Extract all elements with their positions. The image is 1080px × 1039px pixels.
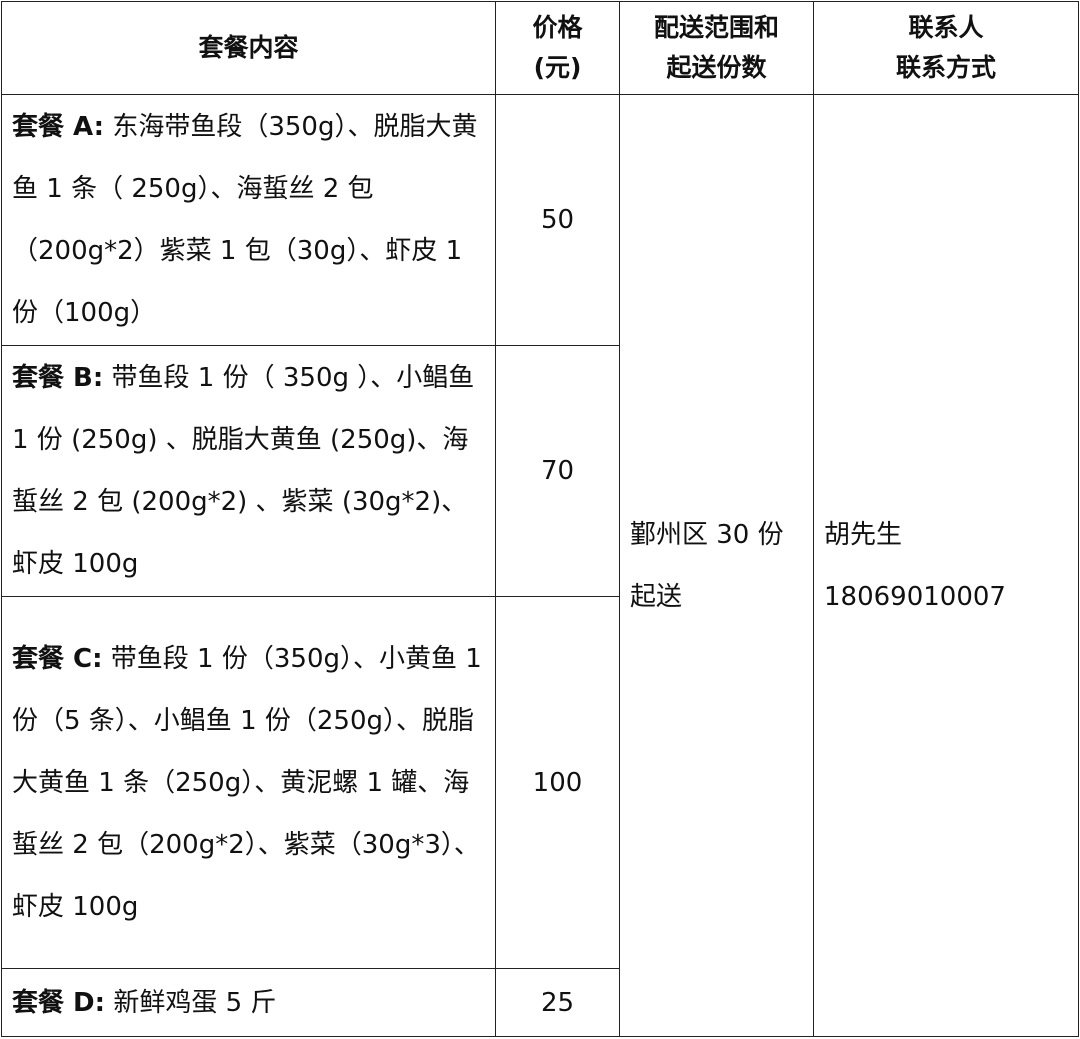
package-price: 100 <box>495 596 620 969</box>
package-items: 带鱼段 1 份（350g）、小黄鱼 1 份（5 条）、小鲳鱼 1 份（250g）… <box>12 643 482 922</box>
package-content: 套餐 C: 带鱼段 1 份（350g）、小黄鱼 1 份（5 条）、小鲳鱼 1 份… <box>1 596 496 969</box>
header-delivery: 配送范围和 起送份数 <box>619 1 814 95</box>
table-row: 套餐 A: 东海带鱼段（350g）、脱脂大黄鱼 1 条（ 250g）、海蜇丝 2… <box>1 94 1079 1037</box>
header-contact-line2: 联系方式 <box>895 53 996 82</box>
package-items: 新鲜鸡蛋 5 斤 <box>113 987 277 1018</box>
table-row: 套餐 B: 带鱼段 1 份（ 350g ）、小鲳鱼 1 份 (250g) 、脱脂… <box>1 345 1079 597</box>
header-delivery-line2: 起送份数 <box>666 53 767 82</box>
package-items: 东海带鱼段（350g）、脱脂大黄鱼 1 条（ 250g）、海蜇丝 2 包（200… <box>12 112 478 328</box>
delivery-line1: 鄞州区 30 份 <box>630 519 784 550</box>
package-label: 套餐 D: <box>12 987 106 1018</box>
header-delivery-line1: 配送范围和 <box>653 13 779 42</box>
header-row: 套餐内容 价格 (元) 配送范围和起送份数 联系人联系方式 <box>1 1 1079 95</box>
package-label: 套餐 A: <box>12 112 105 142</box>
header-content: 套餐内容 <box>1 1 496 95</box>
contact-name: 胡先生 <box>824 519 903 550</box>
header-price: 价格 (元) <box>495 1 620 95</box>
delivery-line2: 起送 <box>630 581 683 612</box>
contact-phone: 18069010007 <box>824 581 1006 612</box>
header-contact: 联系人 联系方式 <box>813 1 1079 95</box>
package-items: 带鱼段 1 份（ 350g ）、小鲳鱼 1 份 (250g) 、脱脂大黄鱼 (2… <box>12 363 475 579</box>
contact-cell: 胡先生 18069010007 <box>813 94 1079 1037</box>
delivery-cell: 鄞州区 30 份起送 <box>619 94 814 1037</box>
package-price: 70 <box>495 345 620 597</box>
package-content: 套餐 B: 带鱼段 1 份（ 350g ）、小鲳鱼 1 份 (250g) 、脱脂… <box>1 345 496 597</box>
header-contact-line1: 联系人 <box>908 13 984 42</box>
package-label: 套餐 C: <box>12 643 103 674</box>
package-price: 50 <box>495 94 620 346</box>
table-row: 套餐 C: 带鱼段 1 份（350g）、小黄鱼 1 份（5 条）、小鲳鱼 1 份… <box>1 596 1079 969</box>
table-row: 套餐 D: 新鲜鸡蛋 5 斤 25 <box>1 968 1079 1037</box>
package-label: 套餐 B: <box>12 363 104 393</box>
package-content: 套餐 A: 东海带鱼段（350g）、脱脂大黄鱼 1 条（ 250g）、海蜇丝 2… <box>1 94 496 346</box>
header-price-line1: 价格 <box>532 13 583 42</box>
package-content: 套餐 D: 新鲜鸡蛋 5 斤 <box>1 968 496 1037</box>
header-price-line2: (元) <box>533 53 582 82</box>
package-price: 25 <box>495 968 620 1037</box>
